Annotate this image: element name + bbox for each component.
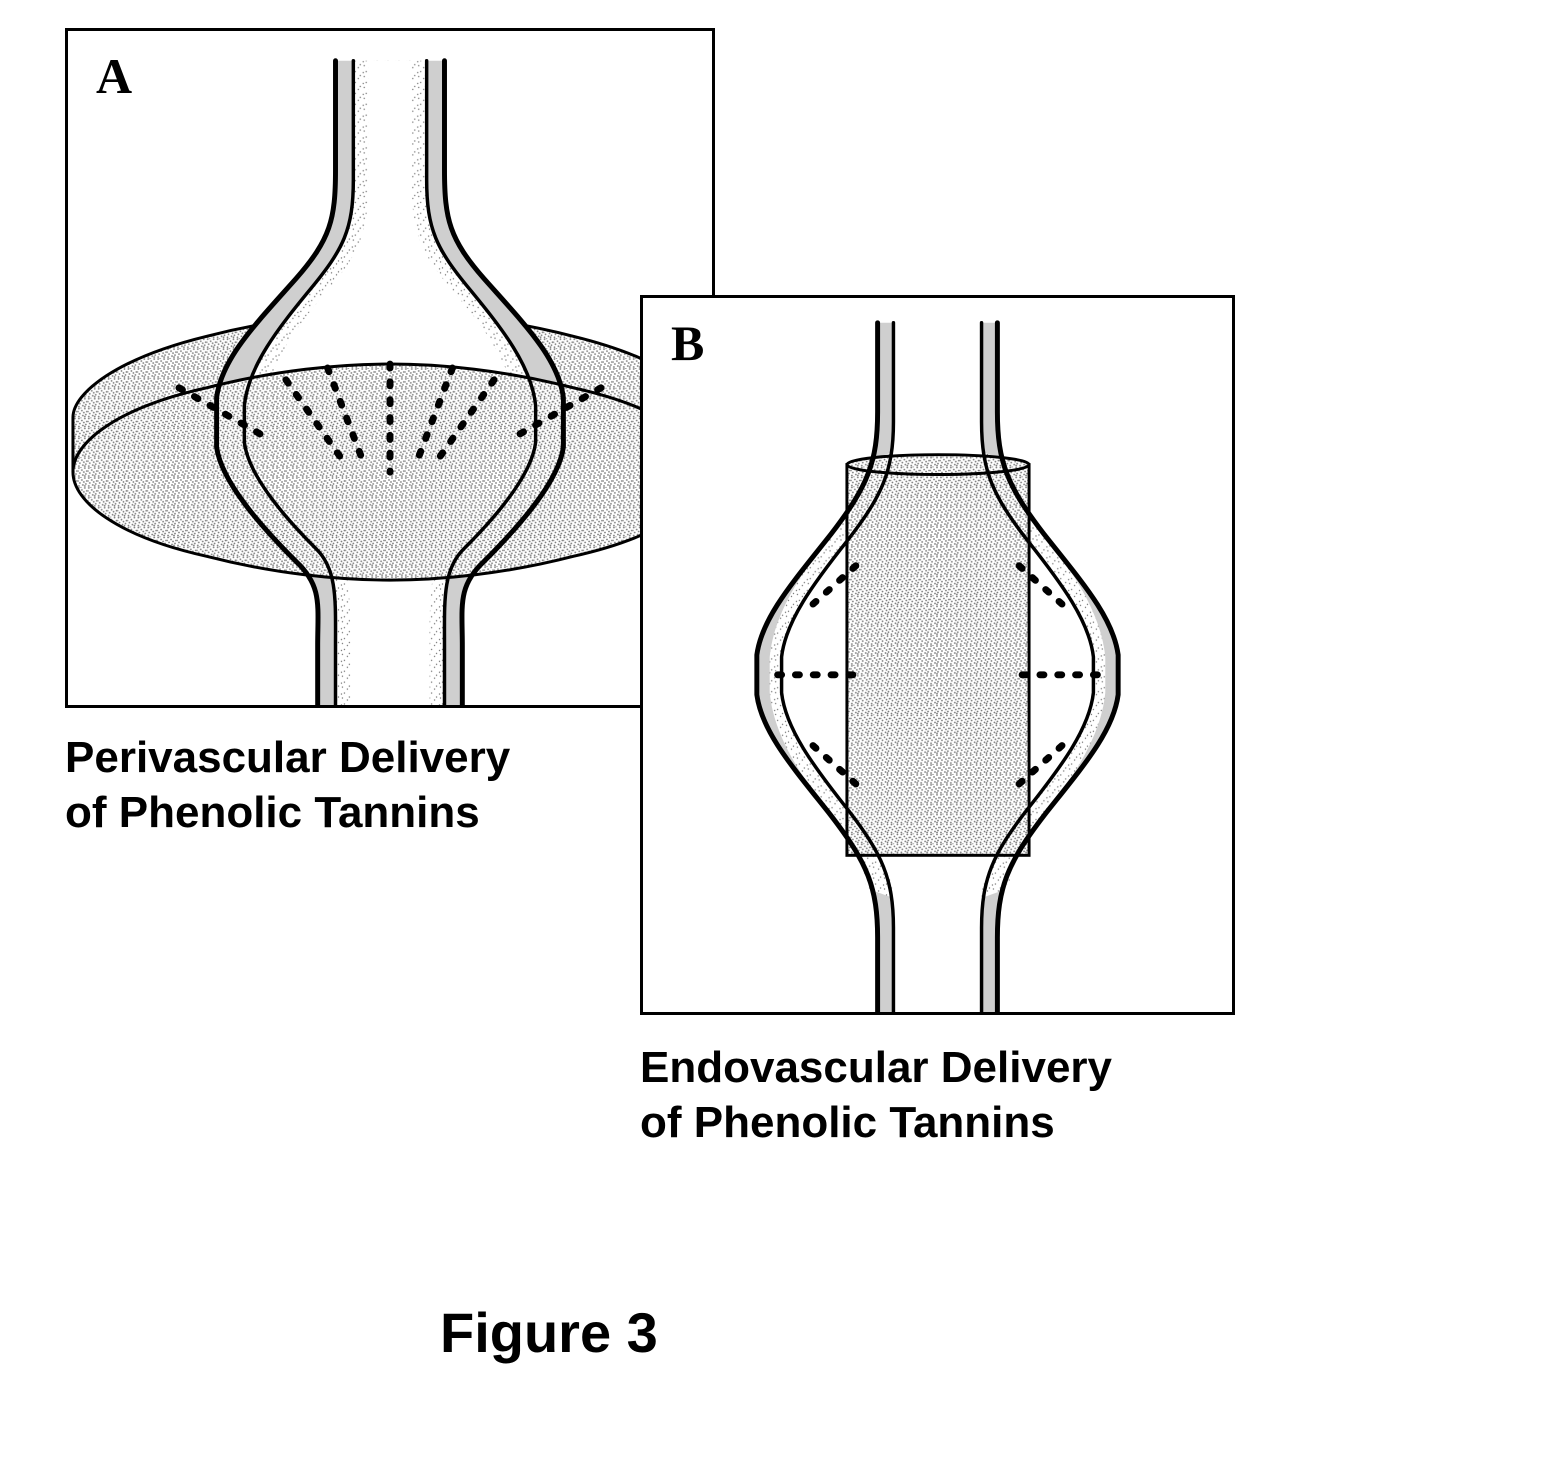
figure-title: Figure 3 <box>440 1300 658 1365</box>
caption-b: Endovascular Delivery of Phenolic Tannin… <box>640 1040 1112 1150</box>
panel-a-diagram <box>68 31 712 705</box>
panel-a-label: A <box>96 47 132 105</box>
panel-b-diagram <box>643 298 1232 1012</box>
panel-b-label: B <box>671 314 704 372</box>
figure-page: A Perivascular Delivery of Phenolic Tann… <box>0 0 1565 1458</box>
panel-b: B <box>640 295 1235 1015</box>
panel-a: A <box>65 28 715 708</box>
caption-a: Perivascular Delivery of Phenolic Tannin… <box>65 730 510 840</box>
